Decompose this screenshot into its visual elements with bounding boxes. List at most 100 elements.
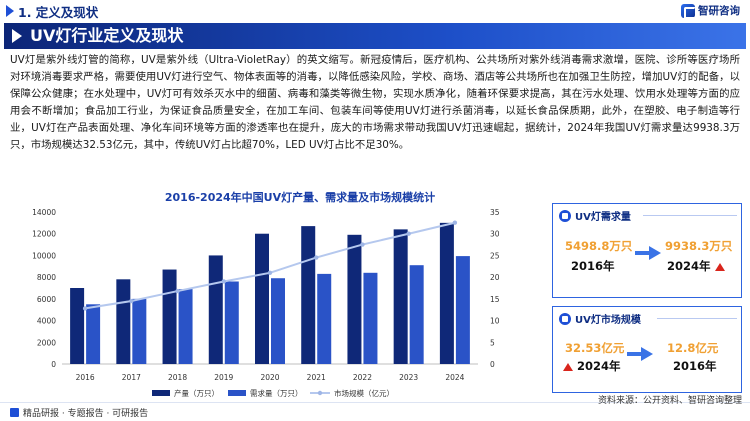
market-panel-icon [559, 312, 571, 325]
market-size-point [267, 270, 273, 275]
demand-to-year: 2024年 [667, 258, 725, 274]
triangle-icon [6, 5, 14, 17]
market-size-point [452, 220, 458, 225]
left-axis-tick-label: 2000 [37, 338, 56, 347]
section-title-text: 1. 定义及现状 [18, 4, 99, 20]
market-right-value: 12.8亿元 [667, 341, 719, 355]
arrow-shaft [635, 251, 651, 255]
source-note: 资料来源：公开资料、智研咨询整理 [597, 396, 742, 406]
bar-demand [224, 281, 239, 364]
bar-demand [317, 273, 332, 364]
right-axis-tick-label: 25 [490, 251, 500, 260]
market-size-point [221, 279, 226, 284]
demand-from-value: 5498.8万只 [565, 239, 633, 253]
legend-label-demand: 需求量（万只） [250, 388, 303, 398]
bar-production [393, 229, 408, 364]
footer-left-text: 精品研报 · 专题报告 · 可研报告 [23, 409, 149, 419]
market-left-year: 2024年 [563, 358, 621, 374]
footer: 精品研报 · 专题报告 · 可研报告 资料来源：公开资料、智研咨询整理 [0, 396, 750, 421]
x-axis-tick-label: 2024 [445, 373, 464, 382]
bar-production [255, 233, 269, 364]
left-axis-tick-label: 14000 [32, 208, 56, 217]
market-size-point [82, 306, 88, 311]
bar-demand [363, 272, 378, 364]
x-axis-tick-label: 2016 [76, 373, 95, 382]
market-left-value: 32.53亿元 [565, 341, 625, 355]
right-axis-tick-label: 30 [490, 230, 500, 239]
footer-left: 精品研报 · 专题报告 · 可研报告 [10, 406, 148, 419]
combo-chart: 0 2000 4000 6000 8000 10000 12000 14000 0 5 10 15 20… [32, 208, 500, 398]
title-banner: UV灯行业定义及现状 [4, 23, 746, 49]
x-axis-tick-label: 2020 [260, 373, 279, 382]
report-icon [10, 408, 19, 417]
market-right-year: 2016年 [673, 359, 717, 373]
demand-panel-title: UV灯需求量 [575, 212, 631, 223]
x-axis-tick-label: 2019 [214, 373, 233, 382]
left-axis-tick-label: 0 [51, 360, 56, 369]
market-size-point [129, 298, 134, 304]
market-left-year-text: 2024年 [577, 359, 621, 373]
right-axis-tick-label: 5 [490, 338, 495, 347]
right-axis-tick-label: 0 [490, 360, 495, 369]
banner-triangle-icon [12, 29, 22, 43]
bar-production [439, 222, 454, 364]
right-axis-tick-label: 15 [490, 295, 500, 304]
bar-demand [409, 265, 424, 364]
market-size-point [314, 255, 319, 260]
brand-logo: 智研咨询 [681, 3, 740, 19]
legend-swatch-production [152, 390, 170, 396]
intro-paragraph: UV灯是紫外线灯管的简称，UV是紫外线（Ultra-VioletRay）的英文缩… [10, 54, 740, 152]
legend-marker-market [317, 390, 323, 396]
arrow-right-icon [649, 246, 661, 260]
left-axis-tick-label: 8000 [37, 273, 56, 282]
page-title: UV灯行业定义及现状 [30, 26, 184, 45]
demand-to-value: 9938.3万只 [665, 239, 733, 253]
left-axis-tick-label: 10000 [32, 251, 56, 260]
bar-demand [132, 298, 147, 364]
logo-text: 智研咨询 [698, 5, 740, 17]
legend-label-market: 市场规模（亿元） [334, 388, 394, 398]
top-bar: 1. 定义及现状 智研咨询 [0, 0, 750, 22]
legend-label-production: 产量（万只） [174, 388, 219, 398]
demand-panel: UV灯需求量 5498.8万只 2016年 9938.3万只 2024年 [552, 203, 742, 298]
demand-to-year-text: 2024年 [667, 259, 711, 273]
up-arrow-icon [714, 262, 725, 271]
market-panel-header: UV灯市场规模 [559, 311, 641, 326]
right-axis-tick-label: 35 [490, 208, 500, 217]
market-size-point [175, 288, 180, 294]
bar-production [208, 255, 223, 364]
bar-production [70, 288, 85, 364]
left-axis-tick-label: 12000 [32, 230, 56, 239]
demand-from-year: 2016年 [571, 259, 615, 273]
demand-panel-icon [559, 209, 571, 222]
market-panel-title: UV灯市场规模 [575, 315, 641, 326]
x-axis-tick-label: 2022 [353, 373, 372, 382]
logo-icon [681, 3, 696, 19]
section-title: 1. 定义及现状 [6, 2, 98, 20]
x-axis-tick-label: 2017 [122, 373, 141, 382]
bar-demand [455, 256, 470, 364]
chart-title: 2016-2024年中国UV灯产量、需求量及市场规模统计 [164, 191, 436, 204]
right-axis-tick-label: 10 [490, 317, 500, 326]
bar-demand [86, 304, 101, 364]
left-axis-tick-label: 6000 [37, 295, 56, 304]
bar-production [116, 279, 131, 364]
bar-demand [271, 278, 285, 364]
bar-demand [178, 289, 193, 364]
divider [643, 215, 737, 216]
x-axis-tick-label: 2018 [168, 373, 187, 382]
market-panel: UV灯市场规模 32.53亿元 2024年 12.8亿元 2016年 [552, 306, 742, 393]
left-axis-tick-label: 4000 [37, 317, 56, 326]
market-size-point [360, 242, 365, 247]
arrow-right-icon [641, 347, 653, 361]
market-size-point [406, 231, 411, 236]
x-axis-tick-label: 2023 [399, 373, 418, 382]
demand-panel-header: UV灯需求量 [559, 208, 631, 223]
legend-swatch-demand [228, 390, 246, 396]
bar-production [347, 234, 362, 364]
divider [657, 318, 737, 319]
bar-production [301, 226, 316, 364]
right-axis-tick-label: 20 [490, 273, 500, 282]
up-arrow-icon [563, 362, 573, 371]
bar-production [162, 269, 177, 364]
